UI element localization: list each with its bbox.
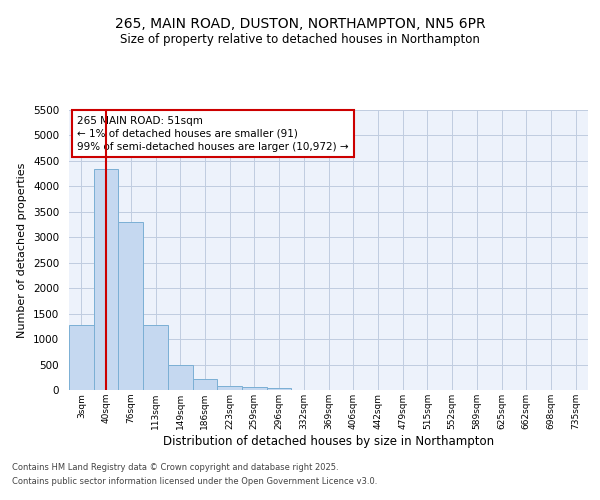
Bar — [118, 222, 143, 390]
Bar — [168, 364, 193, 390]
Text: Size of property relative to detached houses in Northampton: Size of property relative to detached ho… — [120, 32, 480, 46]
Y-axis label: Number of detached properties: Number of detached properties — [17, 162, 28, 338]
Text: 265 MAIN ROAD: 51sqm
← 1% of detached houses are smaller (91)
99% of semi-detach: 265 MAIN ROAD: 51sqm ← 1% of detached ho… — [77, 116, 349, 152]
X-axis label: Distribution of detached houses by size in Northampton: Distribution of detached houses by size … — [163, 434, 494, 448]
Bar — [69, 326, 94, 390]
Text: Contains HM Land Registry data © Crown copyright and database right 2025.: Contains HM Land Registry data © Crown c… — [12, 464, 338, 472]
Text: Contains public sector information licensed under the Open Government Licence v3: Contains public sector information licen… — [12, 477, 377, 486]
Bar — [94, 168, 118, 390]
Bar — [143, 325, 168, 390]
Bar — [193, 380, 217, 390]
Bar — [267, 388, 292, 390]
Bar — [217, 386, 242, 390]
Bar — [242, 388, 267, 390]
Text: 265, MAIN ROAD, DUSTON, NORTHAMPTON, NN5 6PR: 265, MAIN ROAD, DUSTON, NORTHAMPTON, NN5… — [115, 18, 485, 32]
